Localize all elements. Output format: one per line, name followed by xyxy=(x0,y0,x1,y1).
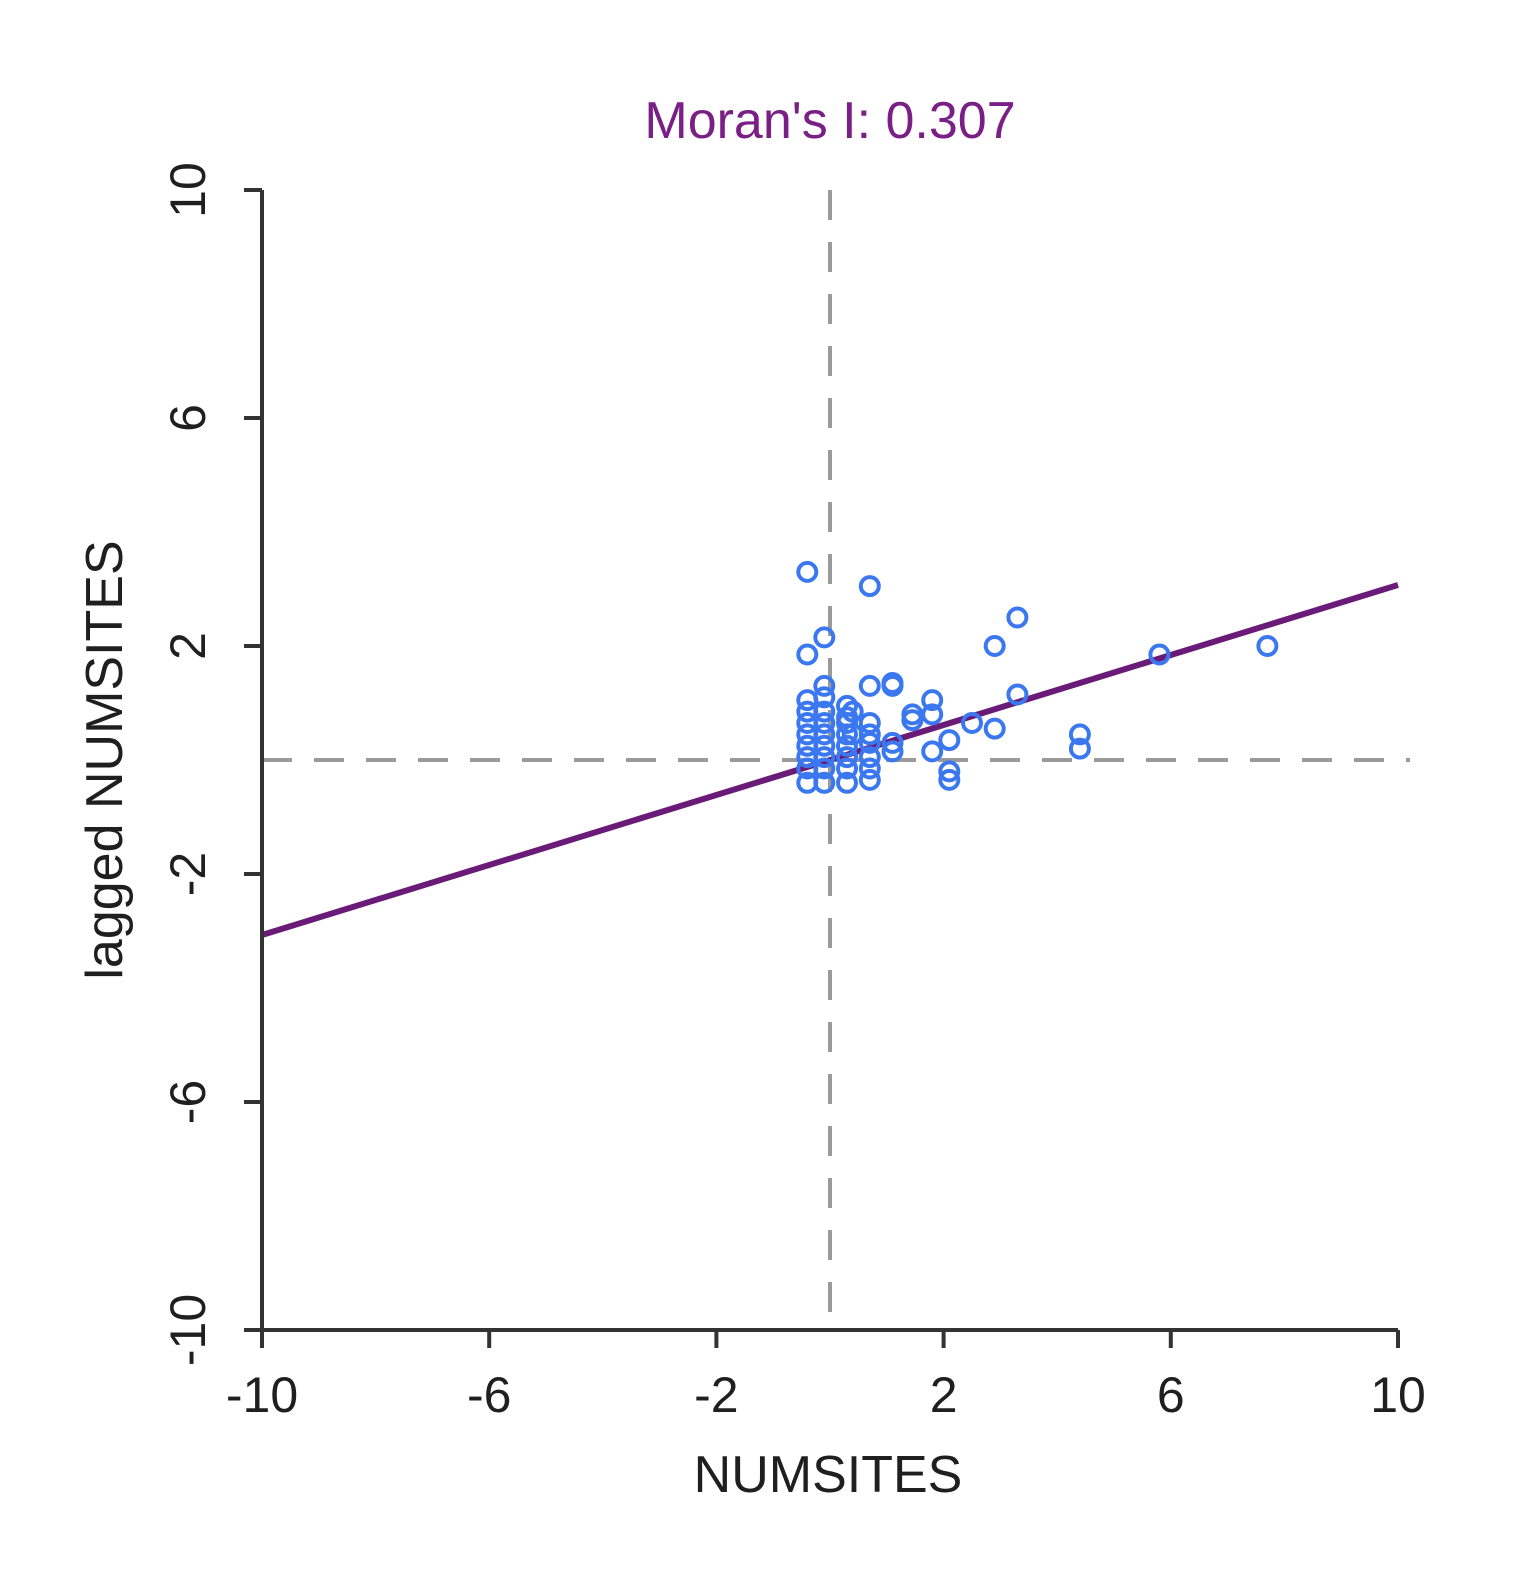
y-tick-label: 10 xyxy=(160,162,216,218)
data-point xyxy=(858,746,881,769)
data-point xyxy=(1068,723,1091,746)
data-point xyxy=(836,757,858,780)
data-point xyxy=(858,731,881,754)
y-tick-label: -2 xyxy=(160,852,216,896)
data-point xyxy=(813,712,836,734)
data-point xyxy=(881,740,904,763)
x-tick-label: -10 xyxy=(226,1367,298,1423)
data-point xyxy=(983,635,1006,657)
data-point xyxy=(961,712,983,734)
axes: -10 -6 -2 2 6 10 -10 -6 -2 2 6 10 xyxy=(160,162,1426,1423)
data-point xyxy=(813,723,836,746)
y-tick-label: 2 xyxy=(160,632,216,660)
data-point xyxy=(881,731,904,754)
data-point xyxy=(921,740,944,763)
chart-title: Moran's I: 0.307 xyxy=(644,92,1015,150)
data-point xyxy=(983,717,1006,740)
x-tick-label: 6 xyxy=(1157,1367,1185,1423)
data-point xyxy=(1006,683,1029,706)
data-point xyxy=(1148,643,1171,666)
data-point xyxy=(796,560,819,583)
data-point xyxy=(938,729,961,752)
data-point xyxy=(921,689,944,712)
y-tick-label: -6 xyxy=(160,1080,216,1124)
data-point xyxy=(836,771,858,794)
x-axis-label: NUMSITES xyxy=(694,1446,963,1504)
scatter-points xyxy=(796,560,1279,794)
data-point xyxy=(938,768,961,791)
data-point xyxy=(813,626,836,649)
data-point xyxy=(858,768,881,791)
data-point xyxy=(841,700,864,723)
data-point xyxy=(881,674,904,697)
data-point xyxy=(858,575,881,598)
y-axis-label: lagged NUMSITES xyxy=(76,540,134,979)
y-tick-label: 6 xyxy=(160,404,216,432)
data-point xyxy=(813,771,836,794)
data-point xyxy=(813,734,836,757)
data-point xyxy=(836,712,858,734)
data-point xyxy=(1006,606,1029,629)
data-point xyxy=(813,746,836,769)
data-point xyxy=(921,703,944,726)
data-point xyxy=(813,700,836,723)
data-point xyxy=(858,723,881,746)
data-point xyxy=(1256,635,1279,657)
data-point xyxy=(836,734,858,757)
x-tick-label: 2 xyxy=(930,1367,958,1423)
data-point xyxy=(813,757,836,780)
data-point xyxy=(836,746,858,769)
x-tick-label: 10 xyxy=(1370,1367,1426,1423)
x-tick-label: -2 xyxy=(694,1367,738,1423)
data-point xyxy=(813,674,836,697)
y-tick-label: -10 xyxy=(160,1294,216,1366)
x-tick-label: -6 xyxy=(467,1367,511,1423)
data-point xyxy=(938,760,961,783)
data-point xyxy=(1068,737,1091,760)
data-point xyxy=(901,709,924,732)
data-point xyxy=(796,643,819,666)
data-point xyxy=(858,674,881,697)
data-point xyxy=(796,689,819,712)
data-point xyxy=(858,757,881,780)
